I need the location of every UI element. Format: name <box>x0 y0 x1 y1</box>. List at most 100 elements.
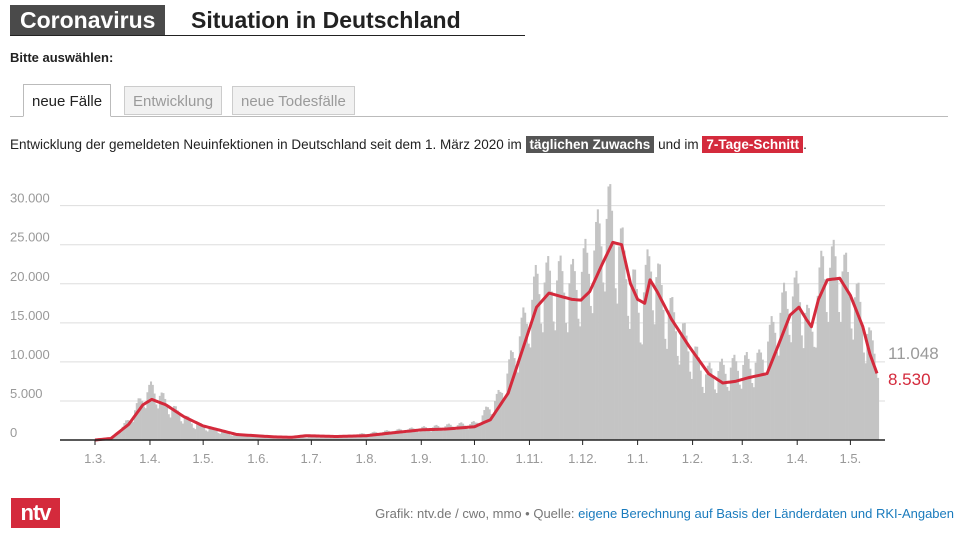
daily-bar <box>786 308 789 440</box>
tab-neue-todesfaelle[interactable]: neue Todesfälle <box>232 86 355 115</box>
daily-bar <box>625 279 628 440</box>
x-tick-label: 1.9. <box>410 451 432 466</box>
daily-bar <box>845 252 848 440</box>
daily-bar <box>254 436 257 440</box>
daily-bar <box>220 431 223 440</box>
daily-bar <box>850 328 853 440</box>
daily-bar <box>875 371 878 440</box>
daily-bar <box>121 426 124 440</box>
daily-bar <box>398 428 401 440</box>
daily-bar <box>699 370 702 440</box>
daily-bar <box>467 429 470 440</box>
daily-bar <box>306 437 309 440</box>
tab-entwicklung[interactable]: Entwicklung <box>124 86 223 115</box>
daily-bar <box>162 393 165 440</box>
daily-bar <box>637 312 640 440</box>
select-label: Bitte auswählen: <box>10 50 114 65</box>
daily-bar <box>463 425 466 440</box>
daily-bar <box>460 422 463 440</box>
tab-neue-faelle[interactable]: neue Fälle <box>23 84 112 117</box>
daily-bar <box>687 351 690 440</box>
daily-bar <box>696 346 699 440</box>
y-tick-label: 10.000 <box>10 347 50 362</box>
daily-bar <box>814 347 818 440</box>
daily-bar <box>433 425 436 440</box>
daily-bar <box>213 428 216 440</box>
daily-bar <box>511 352 514 440</box>
daily-bar <box>453 429 456 440</box>
daily-bar <box>135 403 138 440</box>
daily-bar <box>123 423 126 440</box>
daily-bar <box>697 357 700 440</box>
daily-bar <box>485 406 488 440</box>
daily-bar <box>603 291 606 440</box>
daily-bar <box>761 359 764 440</box>
daily-bar <box>623 250 626 440</box>
source-link[interactable]: eigene Berechnung auf Basis der Länderda… <box>578 506 954 521</box>
daily-bar <box>197 423 200 440</box>
daily-bar <box>355 436 358 440</box>
daily-bar <box>715 393 718 440</box>
daily-bar <box>366 435 369 440</box>
daily-bar <box>446 424 449 440</box>
x-tick-label: 1.4. <box>139 451 161 466</box>
x-tick-label: 1.3. <box>731 451 753 466</box>
daily-bar <box>768 324 771 440</box>
daily-bar <box>401 430 404 440</box>
daily-bar <box>504 398 507 440</box>
daily-bar <box>557 261 560 440</box>
daily-bar <box>752 387 755 440</box>
daily-bar <box>612 244 615 440</box>
daily-bar <box>538 294 541 440</box>
header-tag: Coronavirus <box>10 5 166 35</box>
x-tick-label: 1.1. <box>627 451 649 466</box>
daily-bar <box>777 355 780 440</box>
daily-bar <box>158 395 161 440</box>
daily-bar <box>657 263 660 440</box>
daily-bar <box>465 428 468 440</box>
daily-bar <box>222 430 225 440</box>
daily-bar <box>869 330 872 440</box>
daily-bar <box>827 321 830 440</box>
daily-bar <box>176 410 179 440</box>
daily-bar <box>685 335 688 440</box>
daily-bar <box>823 279 826 440</box>
daily-bar <box>713 389 716 440</box>
daily-bar <box>655 277 658 440</box>
daily-bar <box>577 318 580 440</box>
daily-bar <box>674 331 677 440</box>
daily-bar <box>130 422 133 440</box>
daily-bar <box>456 425 459 440</box>
daily-bar <box>531 299 534 440</box>
daily-bar <box>619 228 622 440</box>
chart-description: Entwicklung der gemeldeten Neuinfektione… <box>10 136 807 153</box>
daily-bar <box>678 364 681 440</box>
daily-bar <box>256 436 259 440</box>
daily-bar <box>635 289 638 440</box>
daily-bar <box>520 317 523 440</box>
page-header: Coronavirus Situation in Deutschland <box>10 5 525 36</box>
daily-bar <box>329 437 332 440</box>
daily-bar <box>795 270 798 440</box>
daily-bar <box>313 436 316 440</box>
daily-bar <box>855 283 858 440</box>
daily-bar <box>751 383 754 440</box>
daily-bar <box>235 433 238 440</box>
daily-bar <box>807 308 810 440</box>
daily-bar <box>591 313 594 440</box>
daily-bar <box>295 436 298 440</box>
daily-bar <box>598 223 601 440</box>
daily-bar <box>224 431 227 440</box>
daily-bar <box>811 331 814 440</box>
daily-bar <box>389 431 392 440</box>
daily-bar <box>744 355 747 440</box>
daily-bar <box>708 362 711 440</box>
daily-bar <box>226 432 229 440</box>
daily-bar <box>424 427 427 440</box>
daily-bar <box>217 432 220 440</box>
daily-bar <box>653 324 656 440</box>
daily-bar <box>798 302 802 440</box>
daily-bar <box>247 433 250 440</box>
daily-bar <box>265 435 268 440</box>
daily-bar <box>804 312 807 440</box>
